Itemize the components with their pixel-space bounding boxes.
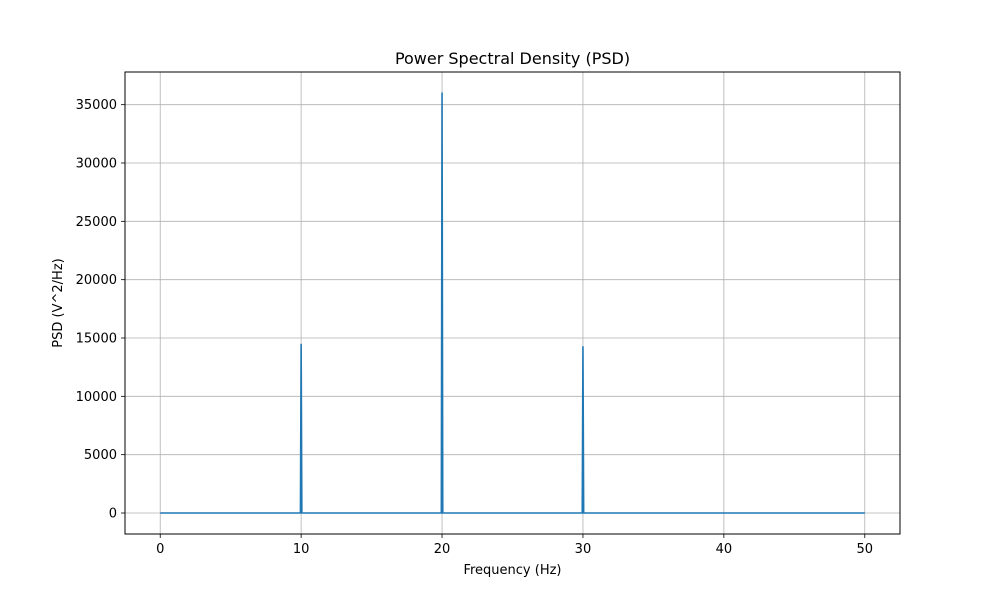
y-axis-label: PSD (V^2/Hz)	[51, 258, 66, 347]
plot-background	[125, 72, 900, 534]
y-tick-label: 25000	[76, 215, 117, 230]
x-tick-label: 10	[293, 542, 310, 557]
chart-title: Power Spectral Density (PSD)	[395, 49, 630, 68]
x-tick-label: 50	[856, 542, 873, 557]
y-tick-label: 30000	[76, 157, 117, 172]
x-tick-label: 0	[156, 542, 164, 557]
x-tick-label: 20	[434, 542, 451, 557]
psd-series-line	[160, 92, 865, 514]
y-tick-label: 5000	[84, 448, 117, 463]
x-tick-label: 30	[575, 542, 592, 557]
plot-frame	[124, 71, 901, 535]
y-tick-label: 15000	[76, 332, 117, 347]
x-axis-label: Frequency (Hz)	[463, 563, 561, 578]
series-layer	[160, 92, 865, 514]
y-tick-label: 35000	[76, 98, 117, 113]
tick-layer: 0 10 20 30 40 50 0 5000 10000 15000 20000 25000 3000…	[76, 98, 873, 557]
y-tick-label: 20000	[76, 273, 117, 288]
y-tick-label: 10000	[76, 390, 117, 405]
y-tick-label: 0	[109, 507, 117, 522]
x-tick-label: 40	[716, 542, 733, 557]
